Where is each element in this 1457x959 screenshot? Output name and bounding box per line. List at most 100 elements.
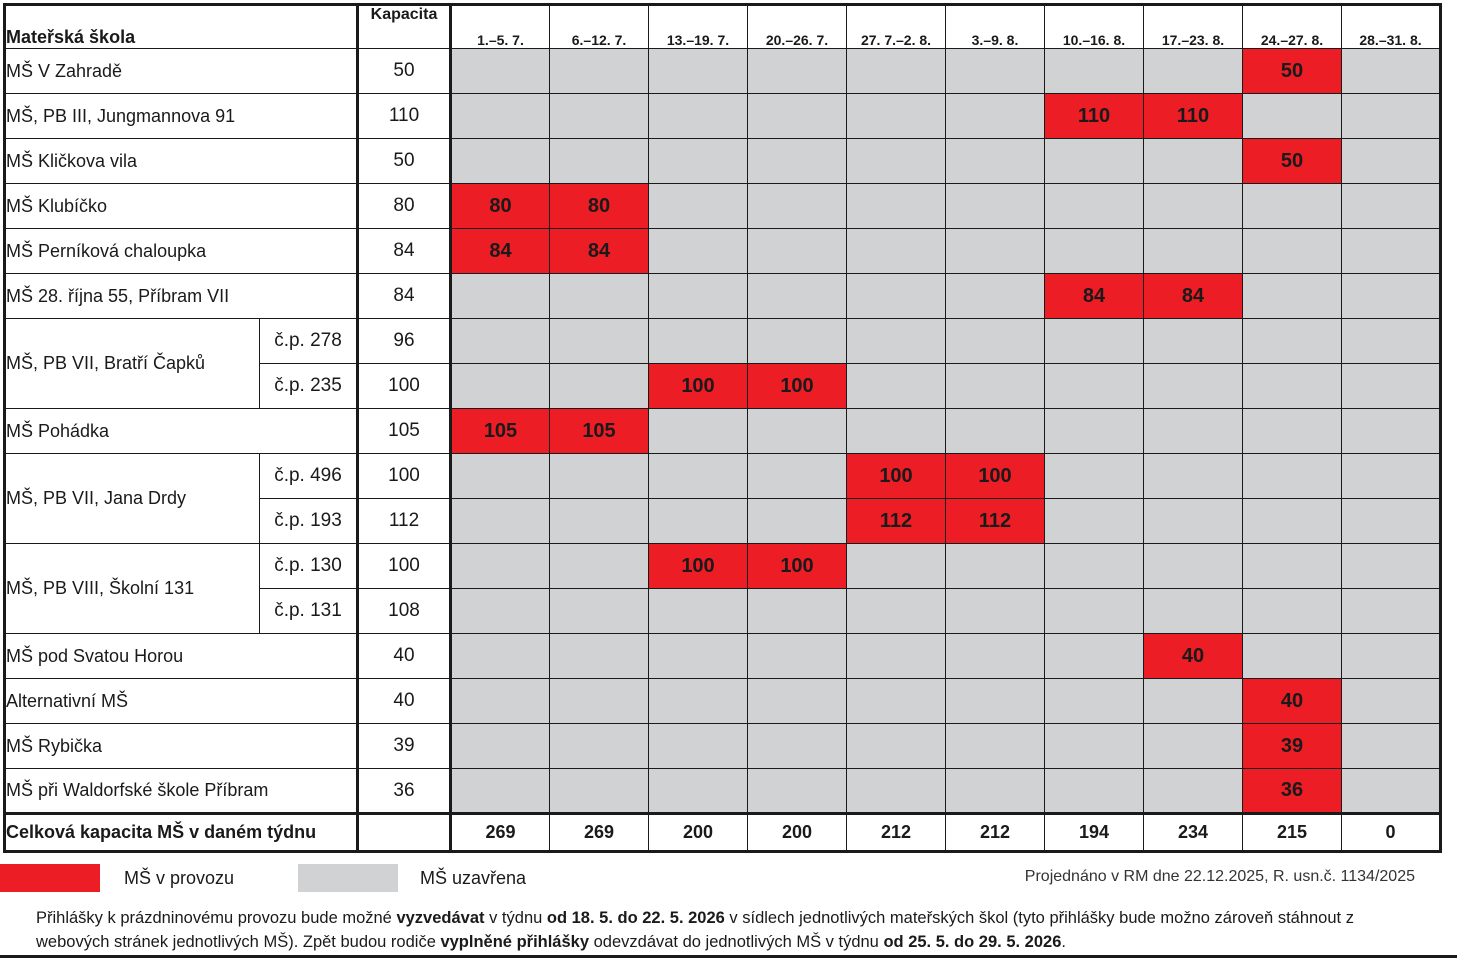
school-capacity: 100 [356,453,451,499]
closed-week-cell [449,633,550,679]
school-capacity: 80 [356,183,451,229]
closed-week-cell [747,498,847,544]
school-name: MŠ Pohádka [4,408,358,454]
closed-week-cell [1341,678,1441,724]
week-header: 27. 7.–2. 8. [846,4,946,49]
school-name: MŠ, PB VII, Jana Drdy [4,453,260,544]
closed-week-cell [648,48,748,94]
school-name: MŠ při Waldorfské škole Příbram [4,768,358,814]
application-info: Přihlášky k prázdninovému provozu bude m… [36,906,1426,954]
closed-week-cell [945,138,1045,184]
closed-week-cell [1341,453,1441,499]
table-row: MŠ Klubíčko 80 80 80 [4,183,1441,229]
open-week-cell: 112 [846,498,946,544]
closed-week-cell [846,363,946,409]
closed-week-cell [1242,93,1342,139]
table-row: MŠ 28. října 55, Příbram VII 84 84 84 [4,273,1441,319]
open-week-cell: 80 [449,183,550,229]
school-capacity: 36 [356,768,451,814]
week-header: 3.–9. 8. [945,4,1045,49]
closed-week-cell [549,498,649,544]
week-header: 24.–27. 8. [1242,4,1342,49]
closed-week-cell [846,633,946,679]
total-week-value: 212 [945,812,1045,852]
closed-week-cell [1143,768,1243,814]
closed-week-cell [648,138,748,184]
closed-week-cell [1242,498,1342,544]
closed-week-cell [945,408,1045,454]
closed-week-cell [846,273,946,319]
school-name: MŠ Rybička [4,723,358,769]
school-capacity: 40 [356,633,451,679]
open-week-cell: 84 [1044,273,1144,319]
closed-week-cell [549,543,649,589]
closed-week-cell [1242,183,1342,229]
total-row: Celková kapacita MŠ v daném týdnu 269 269 2… [4,812,1441,852]
closed-week-cell [648,408,748,454]
closed-week-cell [648,498,748,544]
open-week-cell: 40 [1242,678,1342,724]
closed-week-cell [449,93,550,139]
school-name: Alternativní MŠ [4,678,358,724]
closed-week-cell [1242,633,1342,679]
closed-week-cell [1341,543,1441,589]
closed-week-cell [549,723,649,769]
closed-week-cell [945,543,1045,589]
closed-week-cell [846,588,946,634]
closed-week-cell [549,318,649,364]
open-week-cell: 110 [1143,93,1243,139]
closed-week-cell [449,318,550,364]
week-header: 20.–26. 7. [747,4,847,49]
open-week-cell: 105 [549,408,649,454]
info-text: odevzdávat do jednotlivých MŠ v týdnu [589,933,884,951]
open-week-cell: 112 [945,498,1045,544]
closed-week-cell [1242,408,1342,454]
closed-week-cell [648,453,748,499]
closed-week-cell [846,318,946,364]
closed-week-cell [1341,183,1441,229]
closed-week-cell [1044,183,1144,229]
info-text: Přihlášky k prázdninovému provozu bude m… [36,909,397,927]
open-week-cell: 100 [747,543,847,589]
closed-week-cell [549,363,649,409]
week-header: 28.–31. 8. [1341,4,1441,49]
closed-week-cell [945,633,1045,679]
school-name: MŠ V Zahradě [4,48,358,94]
closed-week-cell [1044,498,1144,544]
schedule-table: Mateřská škola Kapacita 1.–5. 7. 6.–12. … [3,3,1442,853]
table-row: MŠ Rybička 39 39 [4,723,1441,769]
school-capacity: 105 [356,408,451,454]
school-capacity: 110 [356,93,451,139]
closed-week-cell [1044,633,1144,679]
open-week-cell: 39 [1242,723,1342,769]
open-week-cell: 100 [846,453,946,499]
closed-week-cell [1242,588,1342,634]
closed-week-cell [1242,228,1342,274]
closed-week-cell [747,408,847,454]
closed-week-cell [945,723,1045,769]
legend-open-label: MŠ v provozu [124,868,235,888]
capacity-header: Kapacita [356,4,451,49]
closed-week-cell [1341,363,1441,409]
table-row: MŠ, PB VII, Bratří Čapků č.p. 278 96 [4,318,1441,409]
closed-week-cell [846,768,946,814]
week-header: 1.–5. 7. [449,4,550,49]
closed-week-cell [1242,273,1342,319]
closed-week-cell [648,723,748,769]
closed-week-cell [1341,318,1441,364]
closed-week-cell [648,273,748,319]
table-row: MŠ, PB VII, Jana Drdy č.p. 496 100 100 100 [4,453,1441,544]
closed-week-cell [747,453,847,499]
building-number: č.p. 235 [259,363,358,409]
closed-week-cell [1341,138,1441,184]
open-week-cell: 100 [648,363,748,409]
closed-week-cell [1044,768,1144,814]
open-week-cell: 100 [945,453,1045,499]
open-week-cell: 50 [1242,138,1342,184]
total-week-value: 0 [1341,812,1441,852]
closed-week-cell [846,183,946,229]
school-capacity: 96 [356,318,451,364]
closed-week-cell [549,93,649,139]
open-week-cell: 105 [449,408,550,454]
open-week-cell: 50 [1242,48,1342,94]
